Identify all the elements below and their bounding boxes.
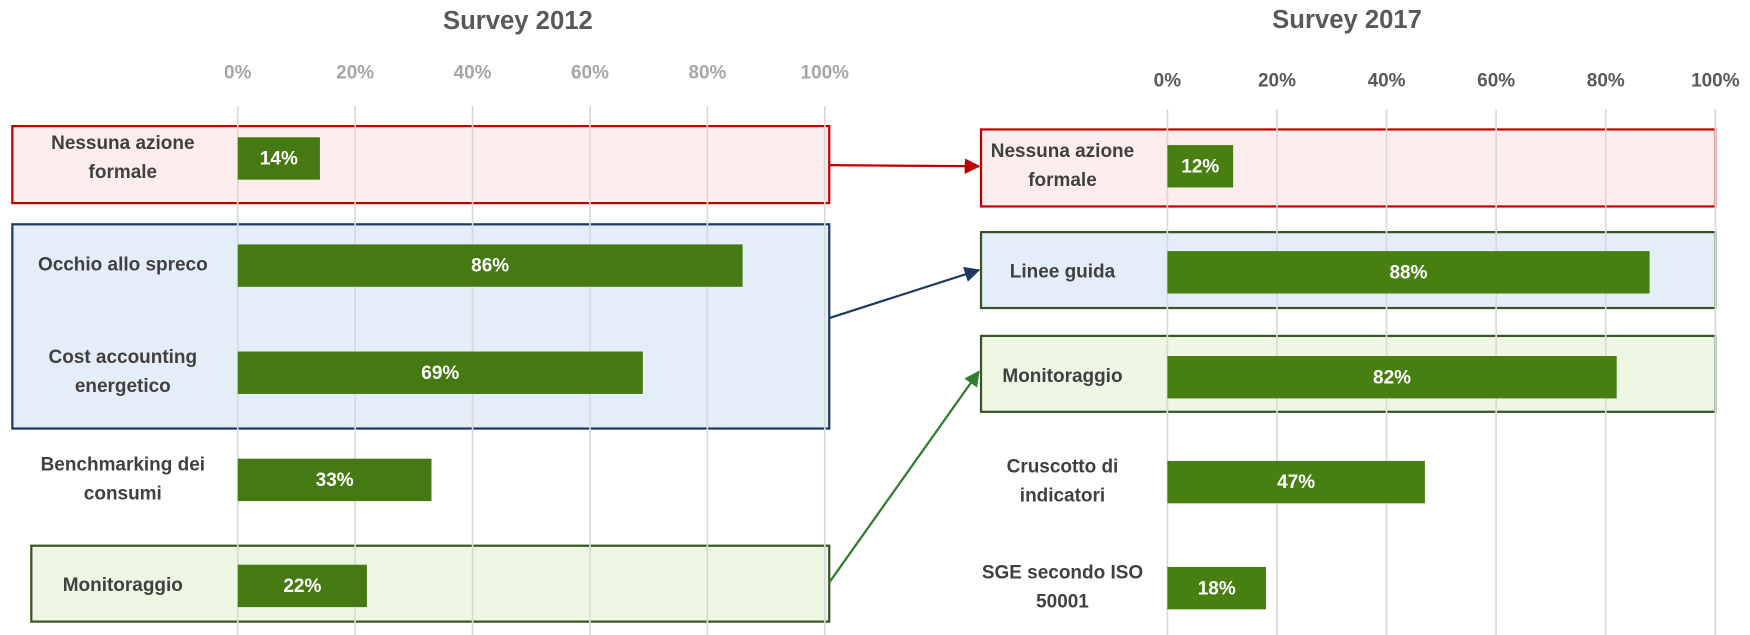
- bar: [1167, 356, 1617, 399]
- category-label: Monitoraggio: [63, 575, 183, 596]
- x-tick-label: 20%: [1258, 70, 1296, 91]
- x-tick-label: 80%: [688, 63, 726, 84]
- category-label: Cost accounting energetico: [49, 347, 198, 397]
- arrow: [829, 158, 981, 174]
- value-label: 82%: [1373, 367, 1411, 388]
- bar: [237, 564, 367, 608]
- x-tick-label: 40%: [454, 63, 492, 84]
- value-label: 18%: [1198, 578, 1236, 599]
- category-label: Linee guida: [1010, 261, 1116, 282]
- group-box: [11, 124, 831, 205]
- group-box: [979, 128, 1717, 208]
- chart-title: Survey 2012: [443, 7, 593, 35]
- bar: [1167, 251, 1650, 294]
- value-label: 88%: [1390, 262, 1428, 283]
- category-label: Benchmarking dei consumi: [41, 454, 205, 504]
- category-label: Monitoraggio: [1002, 366, 1122, 387]
- value-label: 69%: [421, 363, 459, 384]
- category-label: Nessuna azione formale: [51, 133, 194, 183]
- chart-title: Survey 2017: [1272, 6, 1422, 34]
- category-label: SGE secondo ISO 50001: [982, 563, 1143, 613]
- x-tick-label: 100%: [801, 63, 850, 84]
- value-label: 33%: [316, 470, 354, 491]
- bar: [1167, 566, 1267, 610]
- x-tick-label: 60%: [1477, 70, 1515, 91]
- x-tick-label: 0%: [224, 63, 252, 84]
- x-tick-label: 40%: [1368, 70, 1406, 91]
- bar: [237, 351, 643, 394]
- x-tick-label: 60%: [571, 63, 609, 84]
- bar: [237, 458, 432, 502]
- value-label: 22%: [283, 576, 321, 597]
- bar: [1167, 460, 1425, 504]
- value-label: 12%: [1181, 156, 1219, 177]
- category-label: Occhio allo spreco: [38, 255, 208, 276]
- bar: [237, 137, 320, 180]
- value-label: 86%: [471, 256, 509, 277]
- x-tick-label: 80%: [1587, 70, 1625, 91]
- bar: [1167, 145, 1234, 188]
- x-tick-label: 20%: [336, 63, 374, 84]
- group-box: [30, 544, 831, 623]
- value-label: 47%: [1277, 472, 1315, 493]
- category-label: Nessuna azione formale: [991, 141, 1134, 191]
- category-label: Cruscotto di indicatori: [1007, 457, 1119, 507]
- x-tick-label: 100%: [1691, 70, 1740, 91]
- value-label: 14%: [260, 149, 298, 170]
- arrow: [828, 266, 981, 320]
- bar: [237, 244, 743, 287]
- arrow: [828, 370, 980, 584]
- x-tick-label: 0%: [1154, 70, 1182, 91]
